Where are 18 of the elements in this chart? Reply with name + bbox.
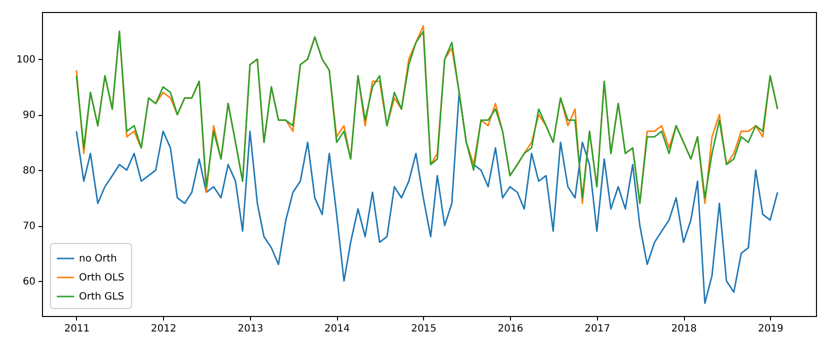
x-tick-label: 2017 (584, 324, 610, 334)
x-tick-label: 2016 (498, 324, 524, 334)
x-tick-label: 2011 (64, 324, 90, 334)
x-tick-label: 2015 (411, 324, 437, 334)
legend-label: Orth GLS (79, 292, 124, 302)
x-tick-label: 2014 (324, 324, 350, 334)
legend-label: no Orth (79, 254, 117, 264)
y-tick-label: 90 (22, 110, 36, 122)
legend-label: Orth OLS (79, 272, 124, 284)
line-series (76, 92, 778, 304)
y-tick-label: 100 (16, 54, 36, 66)
x-tick-label: 2013 (238, 324, 264, 334)
y-tick-label: 70 (22, 221, 36, 232)
x-tick-label: 2018 (671, 324, 697, 334)
x-tick-label: 2012 (150, 324, 176, 334)
y-tick-label: 80 (22, 166, 36, 177)
y-tick-label: 60 (22, 276, 36, 288)
x-tick-label: 2019 (758, 324, 784, 334)
